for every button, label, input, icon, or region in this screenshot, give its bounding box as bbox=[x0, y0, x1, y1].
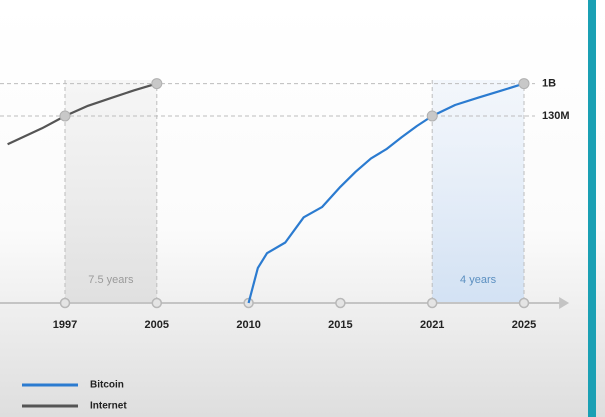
x-tick-mark bbox=[151, 297, 163, 309]
x-tick-label: 2015 bbox=[328, 319, 352, 331]
x-tick-label: 2010 bbox=[236, 319, 260, 331]
x-tick-mark bbox=[335, 297, 346, 309]
highlight-dot bbox=[426, 110, 438, 122]
legend-label: Internet bbox=[90, 401, 127, 412]
legend-label: Bitcoin bbox=[90, 380, 124, 391]
highlight-dot bbox=[151, 78, 163, 90]
series-line bbox=[7, 82, 158, 146]
side-bar bbox=[588, 0, 596, 417]
x-axis-arrow bbox=[559, 297, 570, 309]
highlight-dot bbox=[518, 78, 530, 90]
annotation-span bbox=[65, 80, 157, 303]
x-tick-label: 1997 bbox=[53, 319, 77, 331]
highlight-dot bbox=[59, 110, 71, 122]
y-tick-label: 1B bbox=[542, 77, 556, 89]
x-tick-mark bbox=[59, 297, 71, 309]
x-tick-label: 2025 bbox=[512, 319, 536, 331]
annotation-label: 7.5 years bbox=[88, 274, 134, 286]
x-tick-mark bbox=[426, 297, 438, 309]
x-tick-label: 2021 bbox=[420, 319, 444, 331]
annotation-label: 4 years bbox=[460, 274, 497, 286]
series-line bbox=[247, 82, 525, 304]
annotation-span bbox=[432, 80, 524, 303]
x-tick-mark bbox=[518, 297, 530, 309]
y-tick-label: 130M bbox=[542, 110, 570, 122]
x-tick-label: 2005 bbox=[145, 319, 169, 331]
